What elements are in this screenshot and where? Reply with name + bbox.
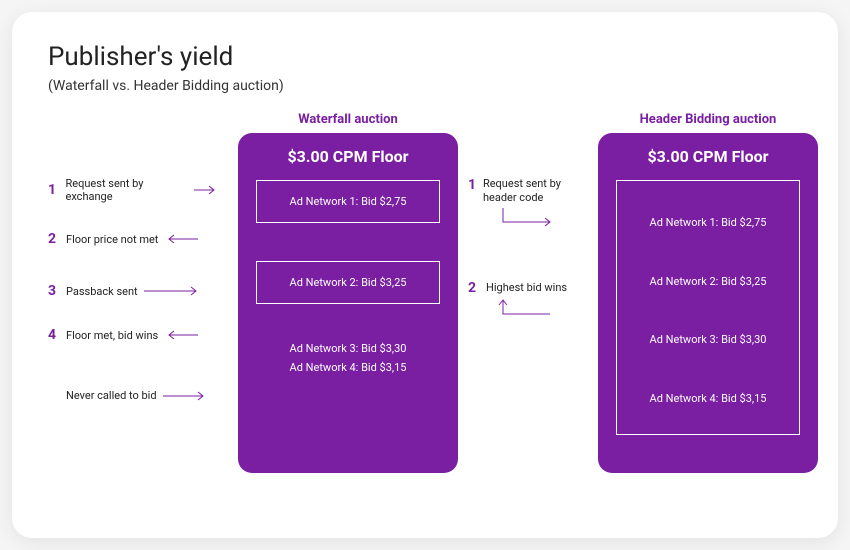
diagram-card: Publisher's yield (Waterfall vs. Header … bbox=[12, 12, 838, 538]
headerbidding-panel: $3.00 CPM Floor Ad Network 1: Bid $2,75 … bbox=[598, 133, 818, 473]
arrow-right-icon bbox=[163, 391, 207, 401]
waterfall-heading: Waterfall auction bbox=[238, 112, 458, 127]
waterfall-floor: $3.00 CPM Floor bbox=[248, 147, 448, 166]
headerbidding-bids-box: Ad Network 1: Bid $2,75 Ad Network 2: Bi… bbox=[616, 180, 800, 435]
arrow-left-icon bbox=[164, 330, 198, 340]
waterfall-uncalled-2: Ad Network 4: Bid $3,15 bbox=[248, 361, 448, 374]
step-number: 4 bbox=[48, 327, 60, 343]
waterfall-uncalled-1: Ad Network 3: Bid $3,30 bbox=[248, 342, 448, 355]
waterfall-bid-2: Ad Network 2: Bid $3,25 bbox=[256, 261, 440, 304]
step-number: 1 bbox=[48, 182, 60, 198]
step-number: 3 bbox=[48, 283, 60, 299]
arrow-right-icon bbox=[194, 185, 218, 195]
arrow-elbow-icon bbox=[498, 208, 558, 236]
waterfall-steps: 1 Request sent by exchange 2 Floor price… bbox=[48, 162, 218, 402]
step-label: Request sent by header code bbox=[483, 177, 588, 206]
page-title: Publisher's yield bbox=[48, 42, 802, 72]
page-subtitle: (Waterfall vs. Header Bidding auction) bbox=[48, 78, 802, 94]
step-label: Highest bid wins bbox=[486, 281, 567, 294]
headerbidding-steps: 1 Request sent by header code 2 Highest … bbox=[468, 162, 588, 324]
headerbidding-floor: $3.00 CPM Floor bbox=[608, 147, 808, 166]
waterfall-panel: $3.00 CPM Floor Ad Network 1: Bid $2,75 … bbox=[238, 133, 458, 473]
waterfall-bid-1: Ad Network 1: Bid $2,75 bbox=[256, 180, 440, 223]
arrow-right-icon bbox=[144, 286, 200, 296]
headerbidding-column: Header Bidding auction $3.00 CPM Floor A… bbox=[598, 112, 818, 473]
headerbidding-heading: Header Bidding auction bbox=[598, 112, 818, 127]
step-label: Passback sent bbox=[66, 285, 138, 298]
step-number: 1 bbox=[468, 177, 477, 193]
arrow-left-icon bbox=[164, 234, 198, 244]
headerbidding-bid-4: Ad Network 4: Bid $3,15 bbox=[625, 392, 791, 405]
diagram-area: 1 Request sent by exchange 2 Floor price… bbox=[48, 112, 802, 492]
step-label: Request sent by exchange bbox=[66, 177, 189, 203]
headerbidding-bid-3: Ad Network 3: Bid $3,30 bbox=[625, 333, 791, 346]
step-number: 2 bbox=[468, 280, 480, 296]
step-label: Floor price not met bbox=[66, 233, 158, 246]
step-number: 2 bbox=[48, 231, 60, 247]
waterfall-column: Waterfall auction $3.00 CPM Floor Ad Net… bbox=[238, 112, 458, 473]
headerbidding-bid-1: Ad Network 1: Bid $2,75 bbox=[625, 216, 791, 229]
headerbidding-bid-2: Ad Network 2: Bid $3,25 bbox=[625, 275, 791, 288]
step-label: Floor met, bid wins bbox=[66, 329, 158, 342]
arrow-elbow-up-icon bbox=[498, 296, 558, 320]
step-label: Never called to bid bbox=[66, 389, 157, 402]
